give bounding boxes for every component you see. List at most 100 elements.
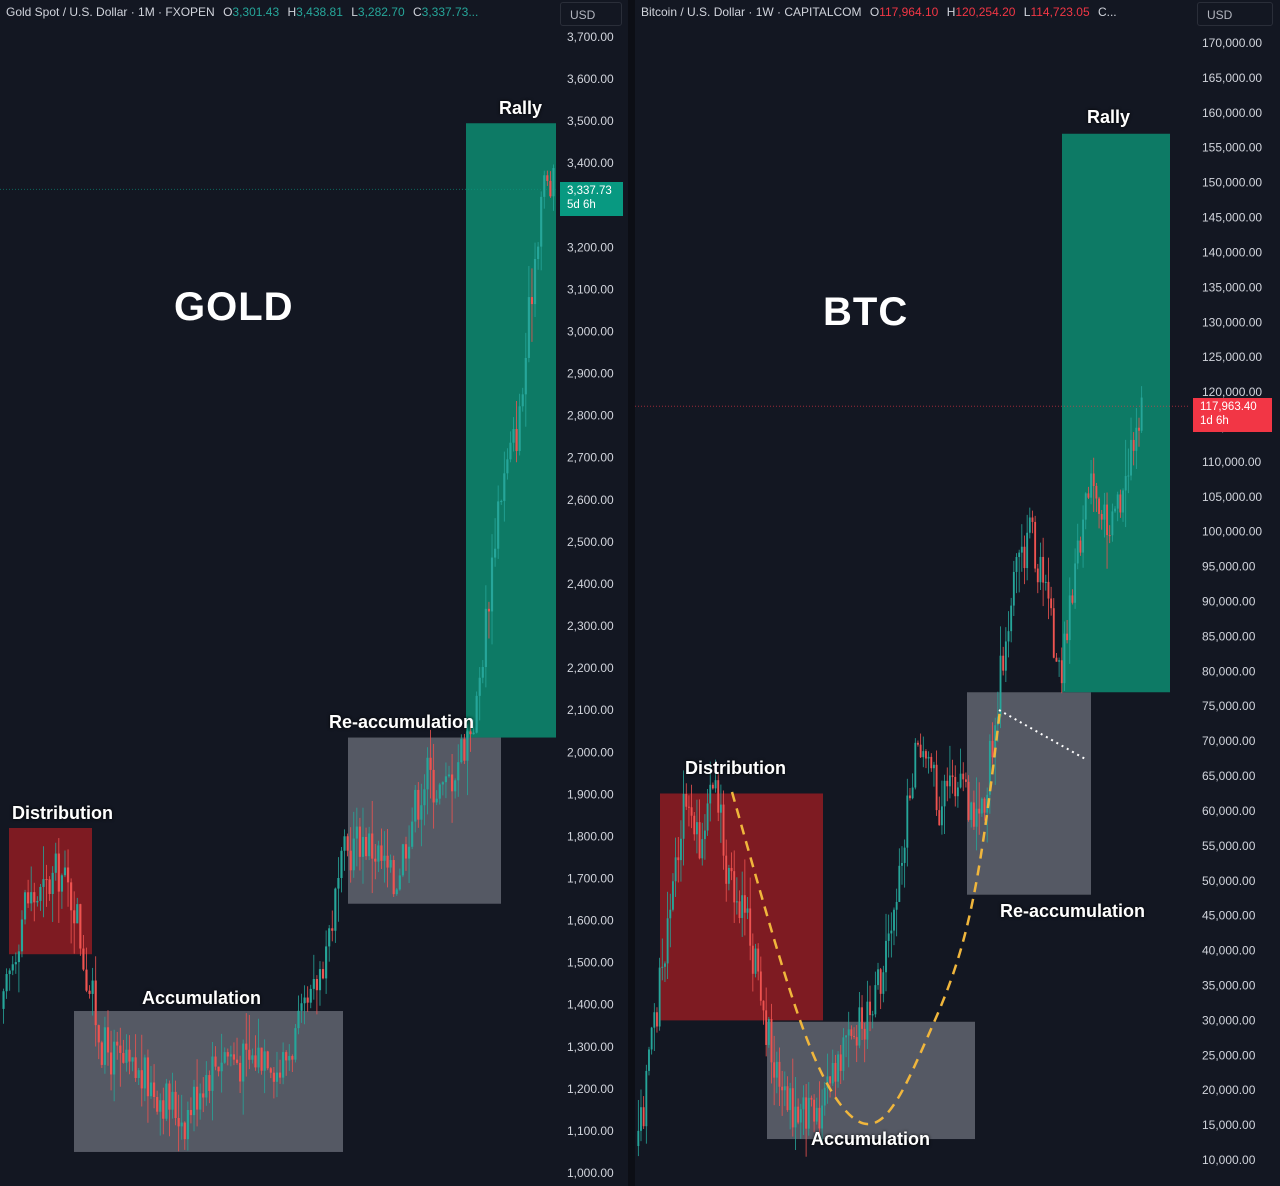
candle-body bbox=[177, 1117, 180, 1127]
candle-body bbox=[414, 789, 417, 822]
candle-body bbox=[658, 967, 661, 1027]
candle-body bbox=[839, 1054, 842, 1071]
candle-body bbox=[637, 1130, 640, 1147]
candle-body bbox=[711, 784, 714, 789]
candle-body bbox=[935, 764, 938, 811]
candle-body bbox=[690, 807, 693, 816]
candle-body bbox=[229, 1054, 232, 1057]
y-tick-label: 95,000.00 bbox=[1202, 560, 1256, 574]
y-tick-label: 3,700.00 bbox=[567, 30, 614, 44]
candle-body bbox=[444, 776, 448, 783]
candle-body bbox=[39, 886, 42, 902]
candle-body bbox=[1076, 540, 1079, 564]
candle-body bbox=[401, 844, 405, 876]
candle-body bbox=[959, 773, 962, 788]
candle-body bbox=[5, 974, 8, 992]
candle-body bbox=[994, 725, 997, 758]
candle-body bbox=[980, 798, 983, 814]
candle-body bbox=[946, 780, 949, 787]
candle-body bbox=[543, 175, 546, 197]
candle-body bbox=[640, 1107, 642, 1131]
btc-chart-title: BTC bbox=[823, 290, 909, 334]
panel-divider[interactable] bbox=[628, 0, 635, 1186]
candle-body bbox=[842, 1037, 845, 1071]
y-tick-label: 1,900.00 bbox=[567, 787, 614, 801]
gold-currency-button[interactable]: USD bbox=[560, 2, 622, 26]
zone-rally bbox=[1062, 133, 1170, 693]
candle-body bbox=[549, 180, 552, 197]
y-tick-label: 120,000.00 bbox=[1202, 385, 1262, 399]
y-tick-label: 2,000.00 bbox=[567, 745, 614, 759]
candle-body bbox=[893, 909, 895, 931]
candle-body bbox=[991, 740, 994, 758]
candle-body bbox=[251, 1055, 254, 1060]
btc-currency-button[interactable]: USD bbox=[1197, 2, 1273, 26]
candle-body bbox=[94, 980, 97, 1026]
candle-body bbox=[754, 948, 757, 974]
candle-body bbox=[751, 945, 754, 974]
candle-body bbox=[386, 855, 389, 868]
candle-body bbox=[88, 990, 91, 994]
candle-body bbox=[1122, 490, 1124, 513]
candle-body bbox=[245, 1043, 248, 1050]
btc-chart-plot[interactable]: 170,000.00 165,000.00 160,000.00 155,000.00… bbox=[635, 0, 1280, 1186]
candle-body bbox=[266, 1051, 269, 1069]
candle-body bbox=[343, 836, 346, 851]
candle-body bbox=[863, 1028, 866, 1040]
candle-body bbox=[512, 429, 515, 443]
gold-chart-plot[interactable]: 3,700.003,600.003,500.003,400.003,300.00… bbox=[0, 0, 628, 1186]
candle-body bbox=[248, 1049, 251, 1060]
y-tick-label: 140,000.00 bbox=[1202, 245, 1262, 259]
candle-body bbox=[334, 888, 337, 931]
candle-body bbox=[687, 806, 690, 808]
btc-chart-panel[interactable]: 170,000.00 165,000.00 160,000.00 155,000.00… bbox=[635, 0, 1280, 1186]
candle-body bbox=[1015, 557, 1018, 572]
candle-body bbox=[380, 845, 383, 861]
gold-zone-label-accumulation: Accumulation bbox=[142, 988, 262, 1008]
candle-body bbox=[669, 909, 672, 919]
candle-body bbox=[278, 1072, 282, 1078]
candle-body bbox=[869, 1001, 871, 1016]
btc-chart-header: Bitcoin / U.S. Dollar · 1W · CAPITALCOM … bbox=[641, 5, 1117, 19]
candle-body bbox=[901, 862, 903, 866]
candle-body bbox=[1074, 563, 1077, 603]
candle-body bbox=[223, 1052, 226, 1063]
candle-body bbox=[850, 1029, 853, 1036]
btc-low-key: L bbox=[1023, 5, 1031, 19]
candle-body bbox=[1111, 511, 1114, 536]
candle-body bbox=[331, 928, 334, 931]
candle-body bbox=[767, 1019, 770, 1045]
y-tick-label: 80,000.00 bbox=[1202, 664, 1256, 678]
candle-body bbox=[389, 860, 392, 868]
candle-body bbox=[17, 951, 20, 963]
candle-body bbox=[374, 858, 377, 862]
candle-body bbox=[799, 1109, 802, 1123]
candle-body bbox=[1130, 439, 1132, 476]
candle-body bbox=[672, 881, 674, 910]
candle-body bbox=[128, 1049, 131, 1062]
candle-body bbox=[680, 838, 682, 861]
y-tick-label: 15,000.00 bbox=[1202, 1118, 1256, 1132]
candle-body bbox=[2, 991, 5, 1009]
candle-body bbox=[294, 1028, 297, 1060]
candle-body bbox=[1114, 508, 1116, 512]
candle-body bbox=[109, 1052, 113, 1075]
y-tick-label: 35,000.00 bbox=[1202, 978, 1256, 992]
gold-chart-header: Gold Spot / U.S. Dollar · 1M · FXOPEN O3… bbox=[6, 5, 478, 19]
candle-body bbox=[898, 865, 901, 902]
candle-body bbox=[940, 806, 943, 826]
candle-body bbox=[79, 904, 82, 949]
candle-body bbox=[156, 1097, 159, 1112]
y-tick-label: 3,200.00 bbox=[567, 240, 614, 254]
candle-body bbox=[1084, 493, 1087, 520]
y-tick-label: 65,000.00 bbox=[1202, 769, 1256, 783]
candle-body bbox=[770, 1019, 773, 1063]
btc-last-price-value: 117,963.40 bbox=[1200, 401, 1257, 413]
gold-chart-panel[interactable]: 3,700.003,600.003,500.003,400.003,300.00… bbox=[0, 0, 628, 1186]
y-tick-label: 20,000.00 bbox=[1202, 1083, 1256, 1097]
candle-body bbox=[1063, 633, 1066, 684]
candle-body bbox=[1116, 494, 1119, 509]
candle-body bbox=[521, 394, 524, 407]
candle-body bbox=[134, 1057, 137, 1078]
candle-body bbox=[540, 196, 543, 247]
